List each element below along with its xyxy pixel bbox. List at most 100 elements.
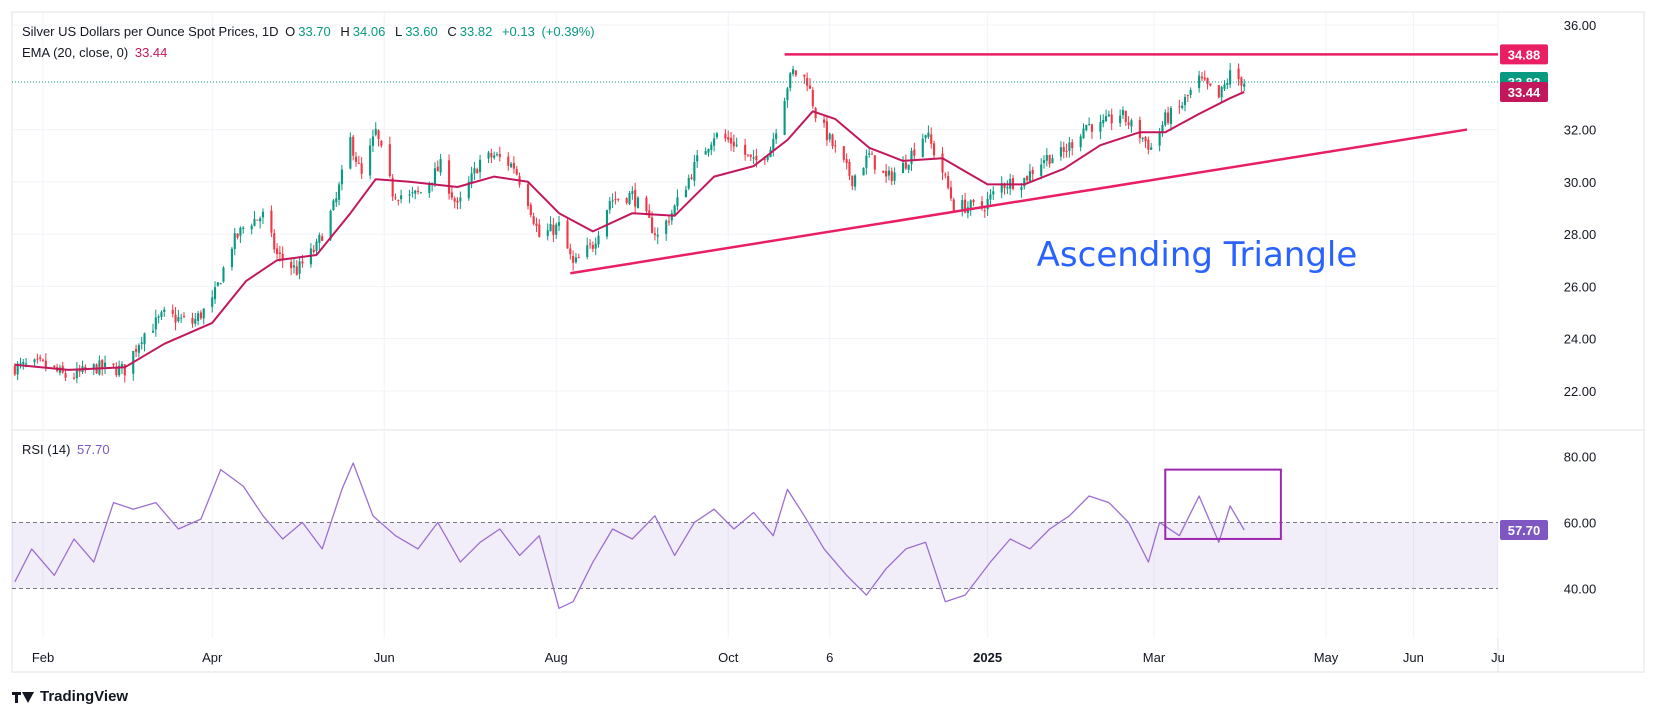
candle [1183,93,1187,112]
candle-body [39,357,42,360]
candle-body [594,243,597,249]
candle [140,336,143,350]
x-tick-label: Mar [1143,650,1166,665]
candle [135,344,138,358]
rsi-tick-label: 80.00 [1564,449,1597,464]
candle-body [1164,112,1167,126]
y-tick-label: 30.00 [1564,175,1597,190]
candle-body [907,164,910,170]
candle [154,309,157,337]
change-value: +0.13 [501,24,535,39]
candle-body [171,310,174,315]
candle [261,208,265,224]
candle-body [913,149,916,156]
candle-body [546,230,549,236]
candle [932,140,936,160]
candle-body [216,282,219,286]
tradingview-logo[interactable]: TradingView [12,688,128,705]
candle-body [191,317,194,324]
candle [371,129,374,153]
candle [41,358,45,363]
candle [707,148,710,157]
candle [473,161,476,180]
candle-body [766,156,769,160]
candle-body [479,159,482,173]
candle [61,361,64,374]
candle-body [608,201,611,210]
candle-body [746,154,750,156]
candle-body [667,221,671,223]
annotation-label: Ascending Triangle [1037,235,1358,275]
candle [887,166,890,181]
candle [617,198,620,202]
candle-body [419,192,422,194]
candle [1220,85,1223,102]
price-label-text: 34.88 [1508,47,1541,62]
candle [19,357,22,369]
candle-body [137,344,140,353]
candle-body [456,200,459,203]
x-tick-label: May [1314,650,1339,665]
candle-body [507,156,510,166]
candle-body [391,177,394,197]
candle [752,149,755,164]
candle-body [569,248,572,255]
candle-body [729,137,733,144]
candle [470,166,473,189]
candle-body [459,197,462,202]
candle-body [1161,124,1164,134]
candle-body [865,155,868,168]
candle [848,159,851,181]
candle [160,310,163,321]
candle-body [487,152,490,159]
candle [292,257,296,274]
candle [873,155,876,175]
candle-body [1169,108,1172,124]
candle-body [236,233,239,238]
candle [1243,79,1246,92]
candle [357,155,360,164]
candle-body [808,85,812,89]
candle-body [1099,122,1102,132]
candle [137,343,140,358]
candle-body [1090,124,1094,132]
candle [715,131,718,140]
candle-body [529,204,532,215]
candle [439,154,442,176]
candle [865,149,868,175]
candle-body [947,175,950,188]
candle [535,217,538,233]
candle [901,156,905,174]
candle [927,125,930,139]
x-tick-label: Ju [1491,650,1505,665]
candle [391,174,394,201]
candle-body [1243,83,1246,87]
candle [490,148,493,164]
open-value: 33.70 [298,24,331,39]
candle [693,154,696,187]
candle [823,115,826,128]
candle-body [1189,89,1192,95]
candle [275,243,279,259]
candle [335,191,338,207]
candle-body [233,233,236,250]
candle-body [673,205,676,215]
candle-body [1119,115,1122,124]
candle [400,189,403,204]
candle-body [605,210,609,237]
candle [199,310,202,321]
candle-body [735,144,738,146]
candle-body [433,168,437,185]
candle [526,180,530,210]
candle [862,167,865,176]
candle [814,106,817,123]
candle-body [893,172,896,181]
candle-body [360,163,363,174]
candle [834,140,837,153]
candle [1181,101,1184,110]
candle [636,196,640,209]
candle [690,174,693,180]
candle-body [611,200,614,202]
candle [1121,106,1125,119]
candle-body [932,143,936,156]
